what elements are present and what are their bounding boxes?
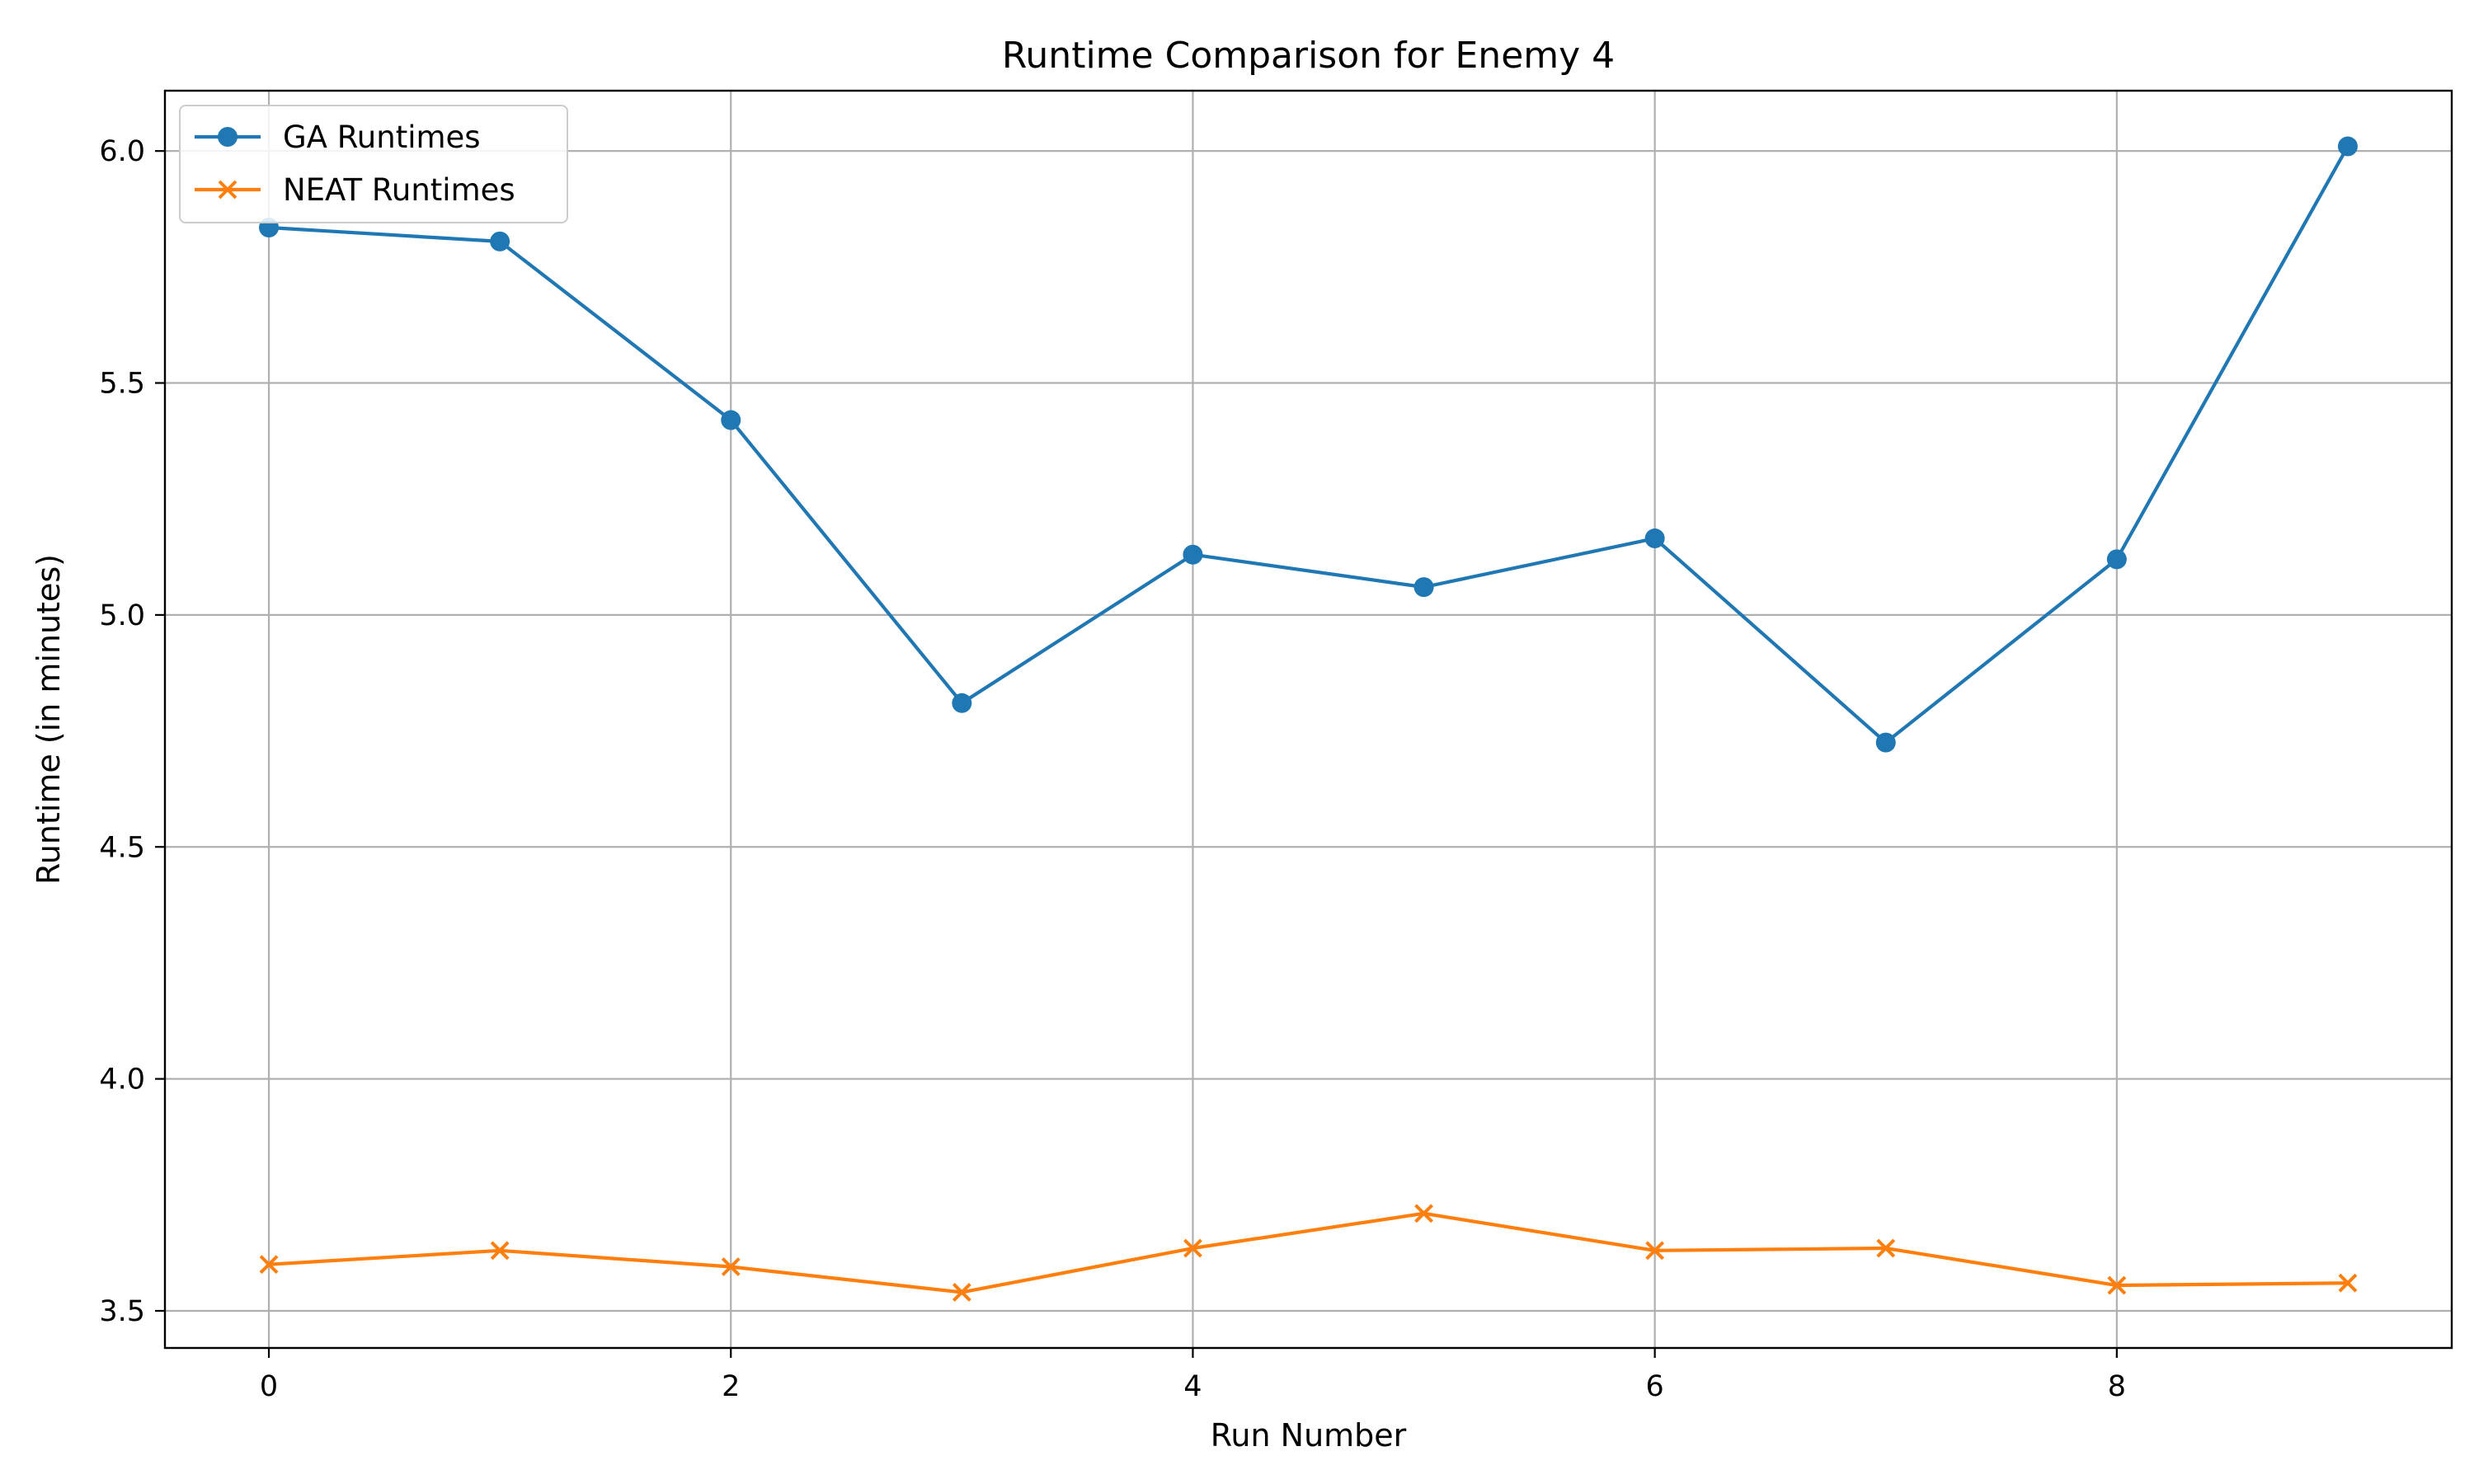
legend: GA Runtimes NEAT Runtimes bbox=[179, 105, 568, 223]
data-point bbox=[1644, 528, 1665, 549]
data-point bbox=[721, 1257, 741, 1276]
y-tick-label: 4.5 bbox=[99, 831, 145, 864]
x-axis-label: Run Number bbox=[1211, 1417, 1407, 1453]
data-point bbox=[1413, 577, 1434, 598]
legend-marker bbox=[218, 180, 238, 200]
data-point bbox=[721, 410, 741, 430]
y-tick-label: 5.5 bbox=[99, 368, 145, 401]
x-tick-label: 8 bbox=[2108, 1370, 2126, 1403]
data-point bbox=[952, 1283, 971, 1302]
legend-box bbox=[179, 105, 568, 223]
data-point bbox=[490, 1241, 510, 1261]
chart-title: Runtime Comparison for Enemy 4 bbox=[1002, 35, 1615, 77]
y-tick-label: 5.0 bbox=[99, 599, 145, 632]
data-point bbox=[490, 231, 510, 251]
legend-item: NEAT Runtimes bbox=[195, 172, 515, 208]
series-layer bbox=[259, 136, 2358, 1302]
legend-label: GA Runtimes bbox=[283, 120, 481, 155]
legend-label: NEAT Runtimes bbox=[283, 172, 515, 208]
x-tick-label: 2 bbox=[722, 1370, 740, 1403]
y-tick-label: 3.5 bbox=[99, 1295, 145, 1328]
y-tick-label: 4.0 bbox=[99, 1064, 145, 1097]
series-line bbox=[268, 1211, 2348, 1294]
series-line bbox=[268, 145, 2349, 744]
x-tick-label: 4 bbox=[1183, 1370, 1202, 1403]
legend-item: GA Runtimes bbox=[195, 120, 481, 155]
data-point bbox=[952, 693, 972, 713]
y-tick-label: 6.0 bbox=[99, 135, 145, 168]
data-point bbox=[259, 1255, 279, 1275]
series-neat-runtimes bbox=[259, 1204, 2358, 1302]
x-tick-label: 0 bbox=[260, 1370, 278, 1403]
series-ga-runtimes bbox=[259, 136, 2358, 753]
legend-marker bbox=[218, 127, 238, 147]
data-point bbox=[2337, 136, 2358, 157]
axis-ticks: 0 2 4 6 8 3.5 4.0 4.5 5.0 5.5 6.0 bbox=[99, 135, 2126, 1403]
data-point bbox=[1414, 1204, 1433, 1223]
data-point bbox=[2107, 1275, 2127, 1295]
data-point bbox=[2106, 549, 2127, 570]
data-point bbox=[1645, 1241, 1665, 1261]
grid bbox=[165, 91, 2452, 1348]
x-tick-label: 6 bbox=[1646, 1370, 1664, 1403]
data-point bbox=[1183, 1238, 1202, 1258]
data-point bbox=[2338, 1273, 2358, 1293]
data-point bbox=[1183, 544, 1203, 565]
data-point bbox=[1876, 1238, 1896, 1258]
plot-frame bbox=[163, 89, 2453, 1350]
data-point bbox=[1875, 732, 1896, 753]
y-axis-label: Runtime (in minutes) bbox=[31, 554, 67, 885]
